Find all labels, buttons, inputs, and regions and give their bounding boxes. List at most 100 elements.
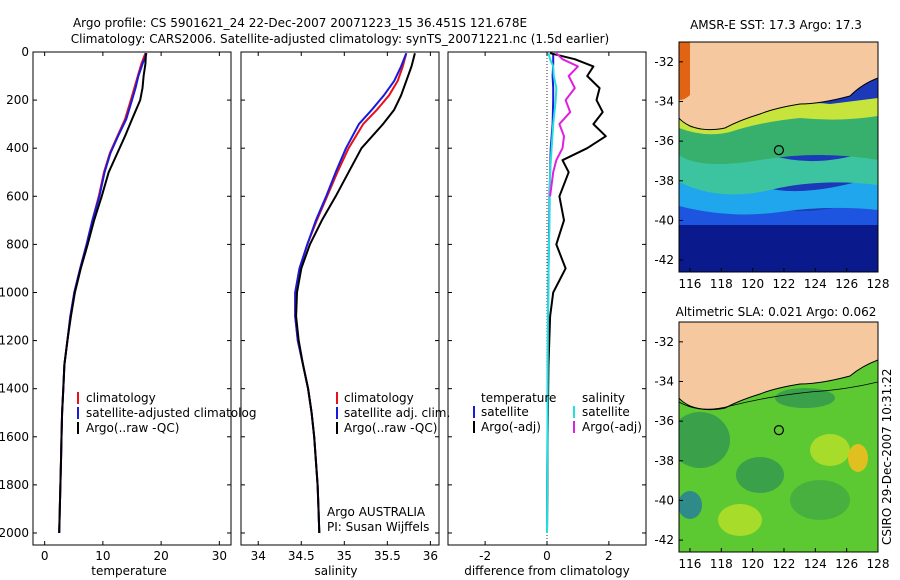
sla-map-low-patch: [790, 480, 850, 520]
salinity-xtick-label: 34.5: [288, 549, 315, 563]
sst_map-ytick-label: -32: [654, 55, 674, 69]
temperature-ytick-label: 200: [6, 93, 29, 107]
difference-xtick-label: -2: [479, 549, 491, 563]
temperature-ytick-label: 400: [6, 141, 29, 155]
axis-ticks: 0 10 20 30020040060080010001200140016001800…: [0, 45, 889, 571]
sla_map-xtick-label: 124: [804, 557, 827, 571]
sla-map-low-patch: [736, 457, 784, 493]
temperature-ytick-label: 1000: [0, 285, 29, 299]
salinity-xtick-label: 34: [251, 549, 266, 563]
sst_map-xtick-label: 118: [710, 277, 733, 291]
sst_map-ytick-label: -38: [654, 174, 674, 188]
difference-series-salinity-argo-adj: [549, 52, 579, 197]
sst_map-xtick-label: 122: [773, 277, 796, 291]
sla_map-xtick-label: 126: [835, 557, 858, 571]
sla-map-high-patch: [718, 504, 762, 536]
temperature-ytick-label: 800: [6, 237, 29, 251]
sla_map-xtick-label: 122: [773, 557, 796, 571]
temperature-xtick-label: 30: [212, 549, 227, 563]
sla-map: [678, 321, 879, 553]
legend-label-climatology: climatology: [86, 391, 156, 405]
side-timestamp-label: CSIRO 29-Dec-2007 10:31:22: [880, 368, 894, 545]
sla-map-float-marker: [773, 425, 785, 436]
temperature-xtick-label: 0: [41, 549, 49, 563]
sst_map-ytick-label: -36: [654, 134, 674, 148]
temperature-ytick-label: 600: [6, 189, 29, 203]
temperature-series-argo-raw-qc: [58, 53, 147, 534]
sst-map-title: AMSR-E SST: 17.3 Argo: 17.3: [690, 18, 862, 32]
legend-group-title-salinity: salinity: [582, 391, 625, 405]
legend-label-climatology: climatology: [344, 391, 414, 405]
sst_map-xtick-label: 120: [741, 277, 764, 291]
salinity-plot: [294, 52, 416, 534]
legend-label-satellite: satellite-adjusted climatolog: [86, 406, 256, 420]
temperature-series-satellite-adjusted-climatolog: [58, 52, 148, 534]
sst-map-land: [679, 42, 878, 131]
difference-xtick-label: 2: [605, 549, 613, 563]
sla_map-xtick-label: 128: [867, 557, 890, 571]
legend-group-title-temperature: temperature: [481, 391, 556, 405]
sst_map-xtick-label: 128: [867, 277, 890, 291]
salinity-series-argo-raw-qc: [295, 52, 416, 534]
salinity-xtick-label: 35.5: [374, 549, 401, 563]
sst-map-float-marker: [773, 145, 785, 156]
sla_map-xtick-label: 116: [679, 557, 702, 571]
sla_map-ytick-label: -38: [654, 454, 674, 468]
salinity-xtick-label: 35: [337, 549, 352, 563]
legend-label-satellite: satellite adj. clim.: [344, 406, 450, 420]
sla-map-low-patch: [679, 412, 730, 468]
salinity-series-climatology: [294, 52, 408, 534]
temperature-series-climatology: [58, 52, 147, 534]
sst_map-ytick-label: -42: [654, 253, 674, 267]
legend-label-sal-satellite: satellite: [582, 405, 630, 419]
sla_map-xtick-label: 120: [741, 557, 764, 571]
difference-series-salinity-satellite: [546, 52, 558, 534]
difference-series-temperature-argo-adj: [546, 52, 607, 534]
difference-legend: temperature satellite Argo(-adj) salinit…: [473, 391, 642, 434]
temperature-legend: climatology satellite-adjusted climatolo…: [77, 391, 256, 435]
sla_map-xtick-label: 118: [710, 557, 733, 571]
sla_map-ytick-label: -36: [654, 414, 674, 428]
temperature-xtick-label: 10: [95, 549, 110, 563]
salinity-annotation-line2: PI: Susan Wijffels: [327, 520, 429, 534]
legend-label-sal-argo: Argo(-adj): [582, 420, 642, 434]
temperature-axes: [32, 51, 232, 546]
sst-map: [678, 41, 879, 273]
temperature-ytick-label: 2000: [0, 526, 29, 540]
temperature-plot: [58, 52, 148, 534]
sla_map-ytick-label: -32: [654, 335, 674, 349]
figure-title-line2: Climatology: CARS2006. Satellite-adjuste…: [71, 32, 609, 46]
temperature-ytick-label: 1800: [0, 478, 29, 492]
sst_map-xtick-label: 126: [835, 277, 858, 291]
difference-plot: [546, 52, 607, 545]
sst_map-xtick-label: 116: [679, 277, 702, 291]
salinity-legend: climatology satellite adj. clim. Argo(..…: [327, 391, 450, 534]
temperature-ytick-label: 1200: [0, 334, 29, 348]
legend-label-temp-satellite: satellite: [481, 405, 529, 419]
sla-map-land: [679, 322, 878, 411]
temperature-ytick-label: 0: [21, 45, 29, 59]
sst-map-coastal-hot: [679, 42, 690, 100]
figure-title-line1: Argo profile: CS 5901621_24 22-Dec-2007 …: [73, 16, 527, 30]
legend-label-argo: Argo(..raw -QC): [86, 421, 179, 435]
sst-map-frame: [678, 41, 879, 273]
temperature-ytick-label: 1400: [0, 382, 29, 396]
salinity-xtick-label: 36: [423, 549, 438, 563]
temperature-ytick-label: 1600: [0, 430, 29, 444]
sst_map-xtick-label: 124: [804, 277, 827, 291]
difference-xlabel: difference from climatology: [464, 564, 630, 578]
sla-map-peak-patch: [848, 444, 868, 472]
salinity-annotation-line1: Argo AUSTRALIA: [327, 505, 426, 519]
difference-xtick-label: 0: [543, 549, 551, 563]
legend-label-temp-argo: Argo(-adj): [481, 420, 541, 434]
sla-map-low-patch: [775, 388, 835, 408]
salinity-series-satellite-adj-clim: [294, 52, 408, 534]
sla-map-high-patch: [810, 434, 850, 466]
salinity-xlabel: salinity: [314, 564, 357, 578]
sst_map-ytick-label: -34: [654, 94, 674, 108]
temperature-xlabel: temperature: [91, 564, 166, 578]
salinity-axes: [240, 51, 440, 546]
sla-map-title: Altimetric SLA: 0.021 Argo: 0.062: [676, 305, 877, 319]
temperature-xtick-label: 20: [153, 549, 168, 563]
